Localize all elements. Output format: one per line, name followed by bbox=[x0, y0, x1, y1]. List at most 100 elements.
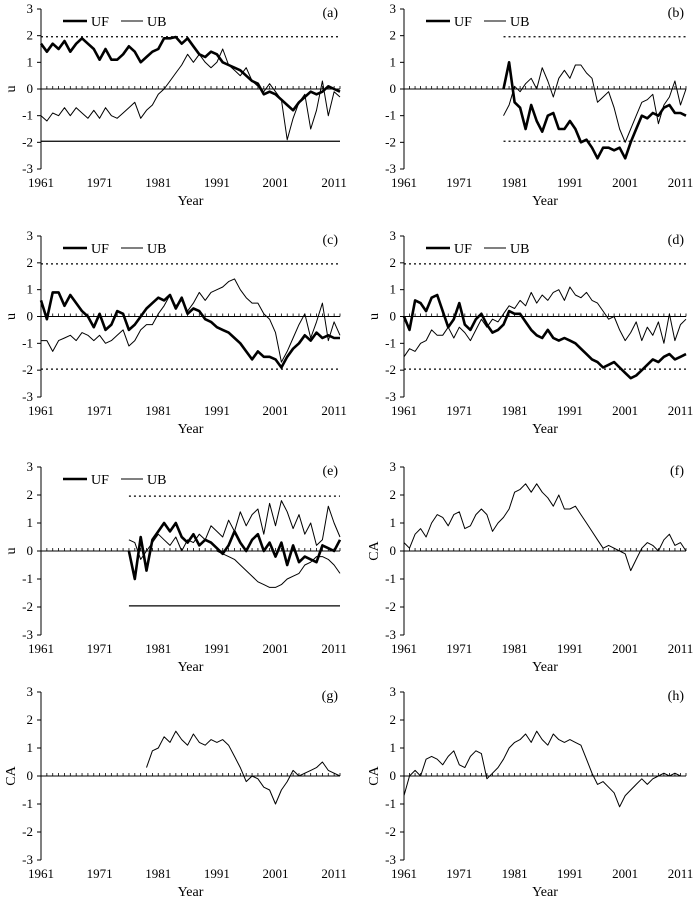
x-tick-label: 1971 bbox=[87, 866, 113, 881]
y-tick-label: -1 bbox=[385, 796, 396, 811]
x-tick-label: 1981 bbox=[145, 866, 171, 881]
x-tick-label: 1981 bbox=[502, 403, 528, 418]
panel-label: (f) bbox=[670, 464, 684, 479]
x-tick-label: 1961 bbox=[391, 641, 417, 656]
y-tick-label: -3 bbox=[22, 627, 33, 642]
x-axis-title: Year bbox=[178, 885, 204, 900]
y-axis-title: u bbox=[4, 86, 19, 93]
x-tick-label: 1991 bbox=[204, 641, 230, 656]
panel-label: (g) bbox=[322, 689, 339, 704]
y-tick-label: 1 bbox=[390, 740, 397, 755]
y-tick-label: -3 bbox=[385, 627, 396, 642]
x-tick-label: 2011 bbox=[321, 866, 347, 881]
x-tick-label: 1961 bbox=[391, 866, 417, 881]
y-tick-label: 2 bbox=[27, 28, 34, 43]
x-tick-label: 2001 bbox=[612, 175, 638, 190]
y-axis-title: CA bbox=[367, 765, 382, 785]
x-tick-label: 2011 bbox=[668, 403, 694, 418]
x-axis-title: Year bbox=[178, 194, 204, 209]
y-axis-title: CA bbox=[367, 540, 382, 560]
series-line-ca bbox=[403, 483, 687, 572]
y-tick-label: 3 bbox=[27, 459, 34, 474]
x-tick-label: 1981 bbox=[502, 866, 528, 881]
x-axis-title: Year bbox=[532, 885, 558, 900]
legend-label-ub: UB bbox=[510, 15, 529, 30]
x-tick-label: 1971 bbox=[446, 175, 472, 190]
y-tick-label: -3 bbox=[22, 852, 33, 867]
y-tick-label: 2 bbox=[390, 255, 397, 270]
legend-label-uf: UF bbox=[91, 473, 109, 488]
x-tick-label: 1981 bbox=[145, 403, 171, 418]
y-tick-label: -1 bbox=[22, 108, 33, 123]
y-tick-label: -2 bbox=[385, 362, 396, 377]
y-tick-label: -1 bbox=[22, 571, 33, 586]
series-line-uf bbox=[402, 293, 687, 380]
panel-label: (b) bbox=[668, 6, 685, 21]
series-line-uf bbox=[39, 35, 341, 112]
legend-label-ub: UB bbox=[147, 15, 166, 30]
y-tick-label: 2 bbox=[27, 487, 34, 502]
x-tick-label: 1981 bbox=[145, 175, 171, 190]
y-tick-label: 3 bbox=[27, 684, 34, 699]
x-tick-label: 1961 bbox=[28, 403, 54, 418]
y-tick-label: 1 bbox=[27, 515, 34, 530]
y-axis-title: u bbox=[4, 313, 19, 320]
y-tick-label: -2 bbox=[22, 824, 33, 839]
x-tick-label: 2001 bbox=[612, 403, 638, 418]
y-tick-label: 0 bbox=[27, 309, 34, 324]
legend-label-ub: UB bbox=[147, 473, 166, 488]
y-tick-label: 0 bbox=[390, 543, 397, 558]
y-tick-label: 1 bbox=[390, 54, 397, 69]
y-axis-title: u bbox=[4, 548, 19, 555]
y-axis-title: CA bbox=[4, 765, 19, 785]
series-line-ub bbox=[403, 286, 687, 358]
y-tick-label: 1 bbox=[27, 54, 34, 69]
series-line-uf bbox=[39, 291, 340, 369]
y-tick-label: 3 bbox=[390, 684, 397, 699]
panel-label: (a) bbox=[322, 6, 338, 21]
series-line-ub bbox=[41, 278, 341, 363]
x-tick-label: 2011 bbox=[321, 641, 347, 656]
y-tick-label: -3 bbox=[22, 389, 33, 404]
x-tick-label: 2001 bbox=[612, 641, 638, 656]
y-tick-label: -2 bbox=[22, 362, 33, 377]
y-tick-label: -2 bbox=[22, 134, 33, 149]
x-tick-label: 1991 bbox=[204, 403, 230, 418]
x-tick-label: 2001 bbox=[263, 641, 289, 656]
y-axis-title: u bbox=[367, 313, 382, 320]
x-tick-label: 2011 bbox=[321, 175, 347, 190]
x-axis-title: Year bbox=[178, 422, 204, 437]
x-axis-title: Year bbox=[532, 194, 558, 209]
y-tick-label: 0 bbox=[27, 543, 34, 558]
x-tick-label: 1961 bbox=[28, 641, 54, 656]
x-tick-label: 1971 bbox=[446, 866, 472, 881]
x-tick-label: 2001 bbox=[263, 403, 289, 418]
panel-label: (h) bbox=[668, 689, 685, 704]
x-tick-label: 1991 bbox=[204, 175, 230, 190]
y-tick-label: -1 bbox=[385, 335, 396, 350]
series-line-ub-lower bbox=[216, 550, 341, 588]
y-tick-label: 0 bbox=[390, 309, 397, 324]
x-axis-title: Year bbox=[532, 422, 558, 437]
x-tick-label: 1971 bbox=[446, 403, 472, 418]
panel-label: (c) bbox=[322, 233, 338, 248]
series-line-ub bbox=[503, 64, 687, 143]
y-tick-label: -1 bbox=[385, 571, 396, 586]
legend-label-uf: UF bbox=[91, 242, 109, 257]
x-tick-label: 1961 bbox=[391, 403, 417, 418]
y-tick-label: -2 bbox=[22, 599, 33, 614]
y-tick-label: 1 bbox=[27, 282, 34, 297]
y-tick-label: 3 bbox=[27, 1, 34, 16]
y-tick-label: 1 bbox=[390, 515, 397, 530]
x-tick-label: 2001 bbox=[263, 175, 289, 190]
x-tick-label: 1991 bbox=[557, 403, 583, 418]
y-tick-label: 3 bbox=[390, 1, 397, 16]
x-tick-label: 1981 bbox=[145, 641, 171, 656]
y-tick-label: 1 bbox=[27, 740, 34, 755]
y-tick-label: -3 bbox=[385, 389, 396, 404]
